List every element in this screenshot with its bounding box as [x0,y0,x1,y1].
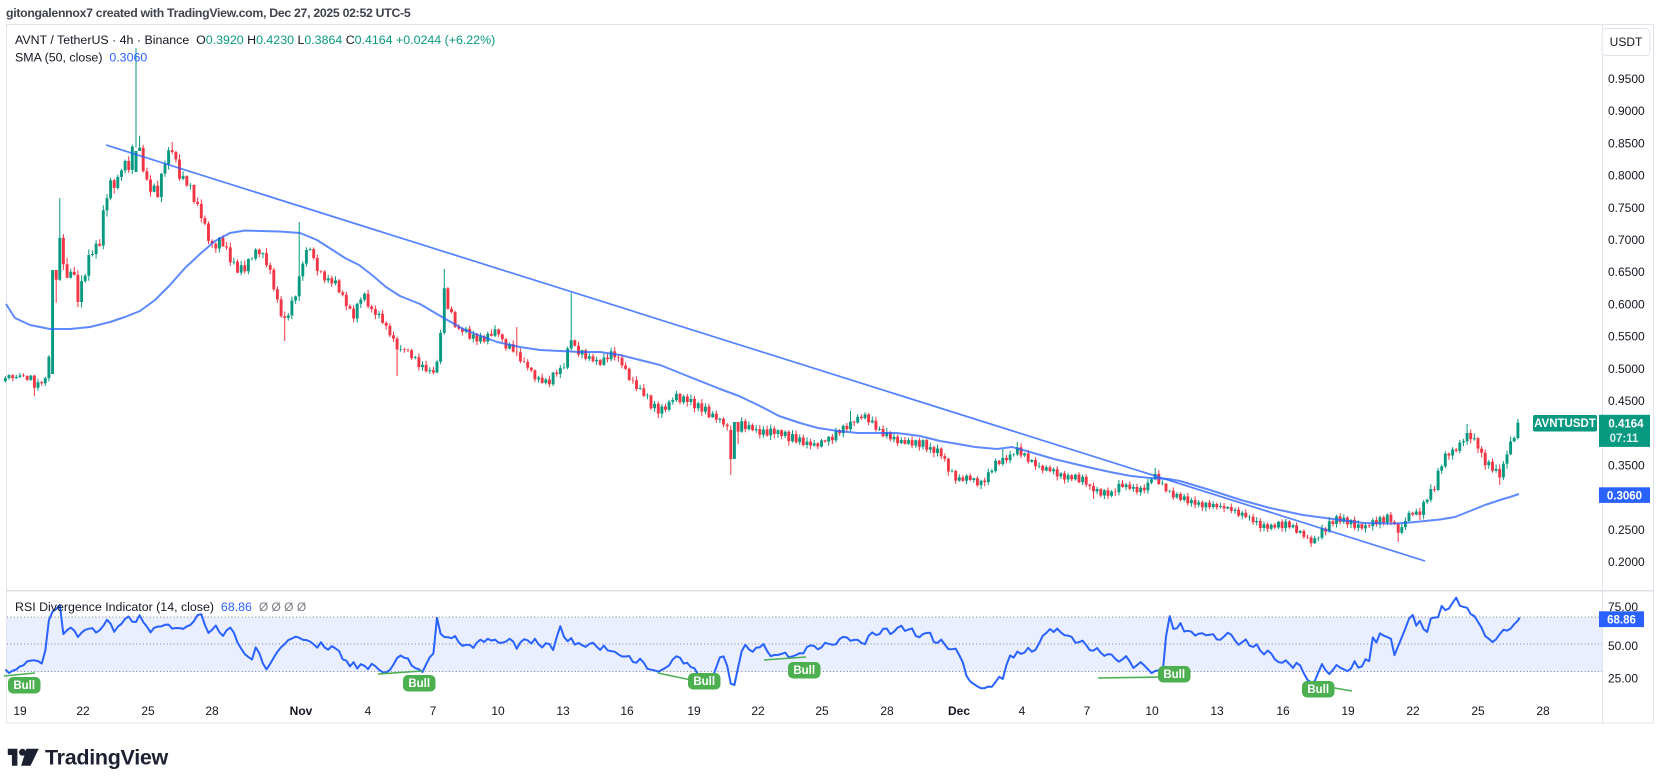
svg-text:Dec: Dec [948,704,970,718]
svg-text:22: 22 [751,704,765,718]
svg-text:19: 19 [687,704,701,718]
svg-text:4: 4 [365,704,372,718]
svg-text:25.00: 25.00 [1608,672,1638,686]
svg-text:0.9000: 0.9000 [1608,104,1645,118]
svg-text:13: 13 [556,704,570,718]
svg-text:RSI Divergence Indicator (14,: RSI Divergence Indicator (14, close) 68.… [15,600,306,614]
svg-text:0.6500: 0.6500 [1608,265,1645,279]
svg-text:0.2500: 0.2500 [1608,523,1645,537]
svg-text:10: 10 [1145,704,1159,718]
svg-text:16: 16 [620,704,634,718]
svg-text:AVNT / TetherUS · 4h · Binance: AVNT / TetherUS · 4h · Binance O0.3920 H… [15,33,495,47]
svg-text:25: 25 [141,704,155,718]
svg-text:Bull: Bull [793,665,815,677]
svg-text:75.00: 75.00 [1608,600,1638,614]
svg-text:22: 22 [1406,704,1420,718]
svg-text:0.5000: 0.5000 [1608,362,1645,376]
svg-text:13: 13 [1210,704,1224,718]
svg-text:0.8000: 0.8000 [1608,169,1645,183]
svg-text:USDT: USDT [1610,35,1643,49]
svg-text:Bull: Bull [13,680,35,692]
svg-text:Bull: Bull [1307,684,1329,696]
svg-text:0.4500: 0.4500 [1608,394,1645,408]
svg-text:7: 7 [430,704,437,718]
svg-text:4: 4 [1019,704,1026,718]
svg-text:0.4164: 0.4164 [1608,419,1644,431]
svg-text:25: 25 [1471,704,1485,718]
svg-text:TradingView: TradingView [45,746,169,770]
svg-text:22: 22 [76,704,90,718]
svg-text:50.00: 50.00 [1608,639,1638,653]
svg-text:gitongalennox7 created with Tr: gitongalennox7 created with TradingView.… [6,6,411,20]
svg-text:Bull: Bull [693,676,715,688]
svg-text:SMA (50, close) 0.3060: SMA (50, close) 0.3060 [15,51,147,65]
svg-text:Nov: Nov [290,704,313,718]
svg-text:0.6000: 0.6000 [1608,297,1645,311]
svg-text:16: 16 [1276,704,1290,718]
svg-text:0.9500: 0.9500 [1608,72,1645,86]
svg-text:AVNTUSDT: AVNTUSDT [1534,418,1596,430]
svg-text:68.86: 68.86 [1607,614,1636,626]
svg-text:19: 19 [1341,704,1355,718]
svg-text:10: 10 [491,704,505,718]
svg-text:Bull: Bull [408,678,430,690]
svg-text:7: 7 [1084,704,1091,718]
svg-text:0.3500: 0.3500 [1608,458,1645,472]
svg-text:28: 28 [205,704,219,718]
svg-text:Bull: Bull [1163,669,1185,681]
svg-text:28: 28 [1536,704,1550,718]
svg-text:0.7000: 0.7000 [1608,233,1645,247]
svg-text:0.2000: 0.2000 [1608,555,1645,569]
svg-text:28: 28 [880,704,894,718]
svg-text:0.3060: 0.3060 [1607,490,1642,502]
svg-text:0.5500: 0.5500 [1608,330,1645,344]
svg-text:25: 25 [815,704,829,718]
svg-text:19: 19 [13,704,27,718]
svg-text:07:11: 07:11 [1610,433,1639,445]
svg-text:0.7500: 0.7500 [1608,201,1645,215]
svg-text:0.8500: 0.8500 [1608,136,1645,150]
